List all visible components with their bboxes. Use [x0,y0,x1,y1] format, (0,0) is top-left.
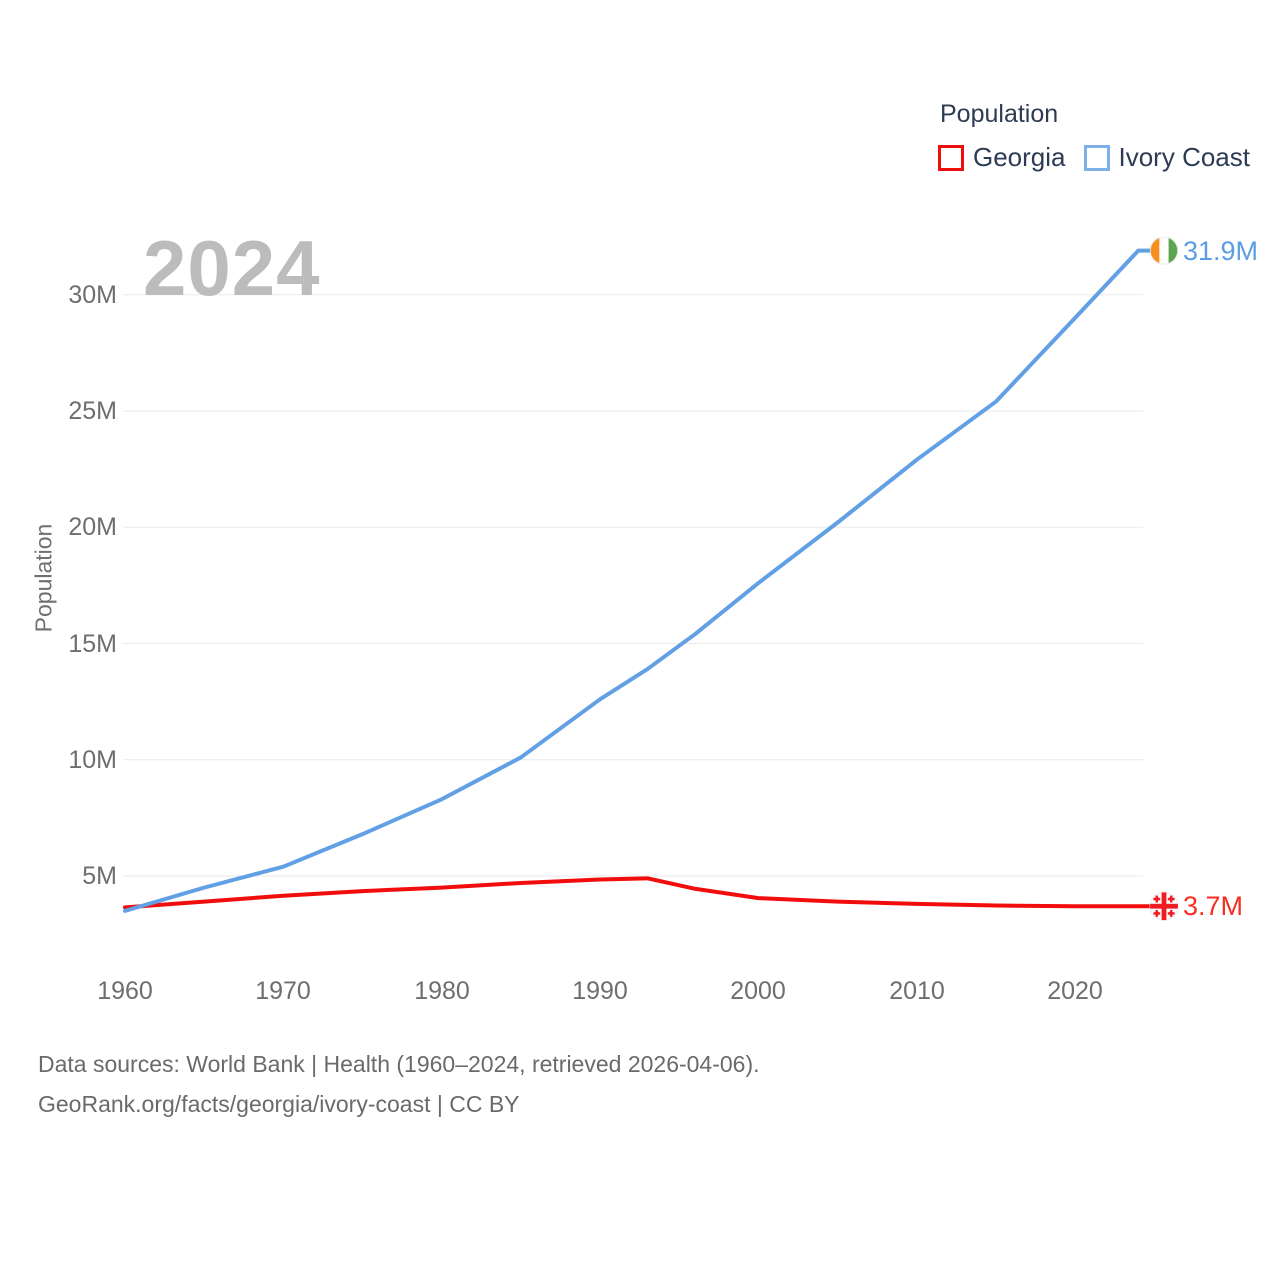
watermark-year: 2024 [143,224,321,312]
legend-title: Population [940,100,1059,128]
y-tick-label-10m: 10M [68,746,117,774]
series-lines [123,248,1152,913]
y-tick-label-20m: 20M [68,513,117,541]
footer: Data sources: World Bank | Health (1960–… [38,1044,760,1124]
legend-row: Georgia Ivory Coast [938,142,1250,173]
legend-label-georgia: Georgia [973,142,1066,172]
attribution-line: GeoRank.org/facts/georgia/ivory-coast | … [38,1091,520,1117]
y-tick-label-15m: 15M [68,630,117,658]
data-sources-line: Data sources: World Bank | Health (1960–… [38,1051,760,1077]
x-tick-label-2020: 2020 [1047,977,1103,1005]
y-tick-label-25m: 25M [68,397,117,425]
y-tick-label-5m: 5M [82,862,117,890]
x-tick-label-2000: 2000 [730,977,786,1005]
x-tick-label-1960: 1960 [97,977,153,1005]
georgia-flag-icon [1149,891,1179,921]
x-tick-label-1970: 1970 [255,977,311,1005]
y-axis-title: Population [30,523,57,633]
end-label-georgia: 3.7M [1183,891,1244,921]
gridlines [123,294,1143,877]
legend-swatch-ivory-coast-icon [1083,144,1110,171]
legend-item-georgia[interactable]: Georgia [938,142,1066,173]
x-tick-label-1990: 1990 [572,977,628,1005]
legend: Population Georgia Ivory Coast [938,100,1250,173]
y-tick-label-30m: 30M [68,281,117,309]
x-tick-label-2010: 2010 [889,977,945,1005]
x-tick-label-1980: 1980 [414,977,470,1005]
legend-label-ivory-coast: Ivory Coast [1118,142,1251,172]
georgia-line [123,876,1152,910]
legend-swatch-georgia-icon [938,144,964,171]
end-label-ivory-coast: 31.9M [1183,236,1259,266]
legend-item-ivory-coast[interactable]: Ivory Coast [1083,142,1251,173]
ivory-coast-flag-icon [1149,236,1179,265]
ivory-coast-line [123,248,1152,913]
